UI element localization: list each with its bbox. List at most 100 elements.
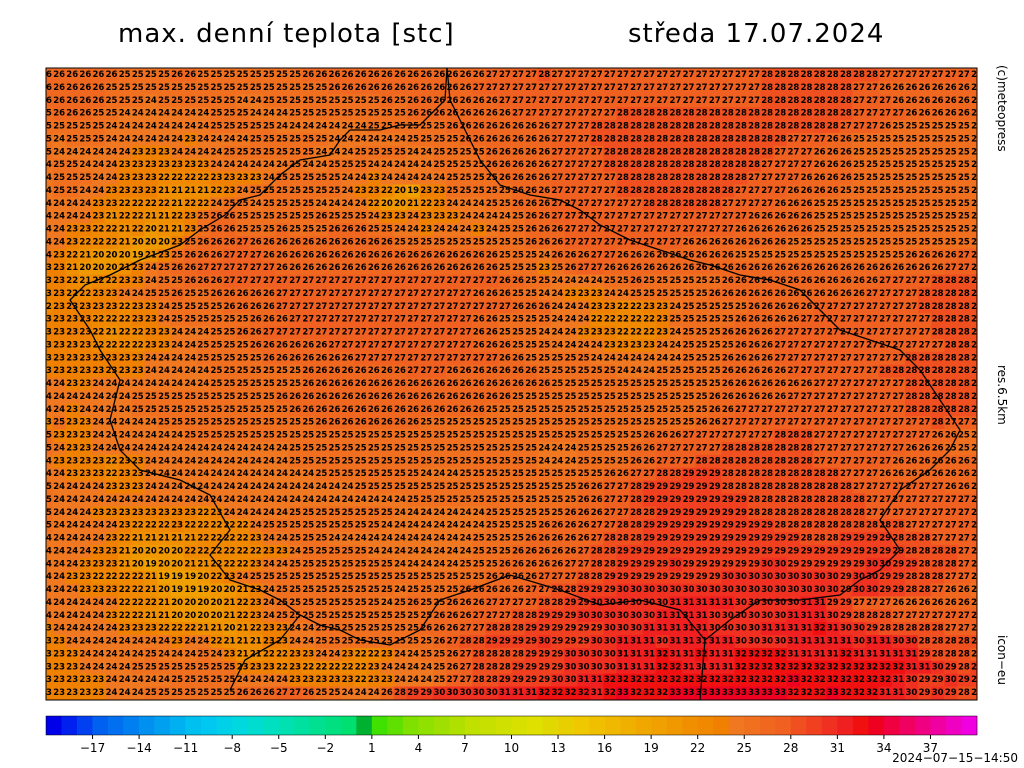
temperature-value: 24 [407, 212, 419, 222]
temperature-cell [603, 94, 617, 108]
temperature-value: 23 [79, 302, 91, 312]
temperature-value: 25 [145, 289, 157, 299]
temperature-value: 27 [906, 289, 918, 299]
temperature-value: 25 [840, 237, 852, 247]
temperature-value: 27 [683, 212, 695, 222]
temperature-value: 25 [669, 289, 681, 299]
temperature-value: 25 [669, 276, 681, 286]
temperature-value: 23 [93, 212, 105, 222]
temperature-value: 25 [66, 160, 78, 170]
temperature-value: 21 [119, 237, 131, 247]
temperature-value: 23 [53, 276, 65, 286]
temperature-value: 25 [447, 134, 459, 144]
temperature-value: 26 [355, 250, 367, 260]
temperature-value: 24 [551, 289, 563, 299]
temperature-value: 27 [696, 96, 708, 106]
temperature-value: 25 [460, 186, 472, 196]
temperature-value: 24 [119, 109, 131, 119]
temperature-value: 25 [735, 250, 747, 260]
temperature-value: 25 [932, 122, 944, 132]
temperature-cell [380, 94, 394, 108]
temperature-value: 27 [630, 83, 642, 93]
temperature-value: 24 [578, 315, 590, 325]
temperature-value: 26 [184, 250, 196, 260]
temperature-cell [734, 68, 749, 82]
temperature-cell [236, 81, 250, 95]
temperature-value: 27 [237, 237, 249, 247]
temperature-value: 27 [735, 96, 747, 106]
temperature-value: 27 [565, 83, 577, 93]
temperature-value: 26 [827, 186, 839, 196]
temperature-value: 26 [656, 263, 668, 273]
temperature-value: 28 [827, 96, 839, 106]
temperature-cell [157, 68, 172, 82]
temperature-cell [445, 68, 460, 82]
temperature-value: 27 [788, 173, 800, 183]
temperature-value: 27 [407, 302, 419, 312]
temperature-value: 26 [342, 263, 354, 273]
temperature-value: 25 [827, 225, 839, 235]
temperature-value: 27 [315, 289, 327, 299]
temperature-cell [105, 68, 119, 82]
temperature-value: 27 [866, 122, 878, 132]
temperature-value: 24 [551, 315, 563, 325]
temperature-value: 26 [447, 122, 459, 132]
temperature-value: 27 [591, 263, 603, 273]
temperature-cell [209, 81, 224, 95]
temperature-value: 25 [276, 96, 288, 106]
temperature-value: 25 [748, 250, 760, 260]
temperature-value: 25 [722, 315, 734, 325]
temperature-cell [196, 68, 211, 82]
temperature-value: 26 [761, 263, 773, 273]
temperature-value: 26 [630, 276, 642, 286]
temperature-value: 26 [892, 83, 904, 93]
temperature-value: 26 [499, 173, 511, 183]
temperature-value: 28 [683, 147, 695, 157]
temperature-value: 26 [486, 147, 498, 157]
temperature-value: 27 [643, 96, 655, 106]
temperature-value: 26 [368, 263, 380, 273]
temperature-value: 27 [433, 302, 445, 312]
temperature-value: 26 [93, 96, 105, 106]
temperature-value: 26 [289, 250, 301, 260]
temperature-value: 26 [630, 250, 642, 260]
temperature-value: 25 [355, 212, 367, 222]
temperature-value: 26 [919, 83, 931, 93]
temperature-value: 26 [801, 276, 813, 286]
temperature-value: 26 [840, 134, 852, 144]
temperature-value: 27 [630, 70, 642, 80]
temperature-value: 26 [355, 237, 367, 247]
temperature-cell [524, 94, 539, 108]
temperature-value: 26 [774, 263, 786, 273]
temperature-value: 25 [919, 122, 931, 132]
temperature-value: 26 [906, 83, 918, 93]
temperature-cell [695, 68, 709, 82]
temperature-value: 24 [197, 328, 209, 338]
temperature-value: 27 [368, 289, 380, 299]
temperature-value: 23 [420, 186, 432, 196]
temperature-value: 26 [788, 212, 800, 222]
temperature-cell [236, 94, 250, 108]
temperature-value: 26 [473, 289, 485, 299]
temperature-value: 22 [368, 199, 380, 209]
temperature-value: 24 [197, 109, 209, 119]
temperature-cell [760, 81, 775, 95]
temperature-cell [931, 81, 945, 95]
temperature-value: 25 [932, 212, 944, 222]
temperature-value: 25 [919, 147, 931, 157]
temperature-value: 25 [538, 276, 550, 286]
temperature-value: 27 [551, 109, 563, 119]
temperature-value: 27 [289, 302, 301, 312]
temperature-value: 19 [407, 186, 419, 196]
temperature-value: 27 [460, 315, 472, 325]
temperature-value: 26 [433, 250, 445, 260]
temperature-cell [105, 94, 119, 108]
temperature-cell [314, 94, 329, 108]
temperature-value: 27 [355, 289, 367, 299]
temperature-value: 27 [381, 315, 393, 325]
temperature-value: 25 [525, 276, 537, 286]
temperature-value: 24 [433, 225, 445, 235]
temperature-value: 26 [512, 276, 524, 286]
temperature-value: 24 [329, 199, 341, 209]
temperature-value: 28 [774, 96, 786, 106]
